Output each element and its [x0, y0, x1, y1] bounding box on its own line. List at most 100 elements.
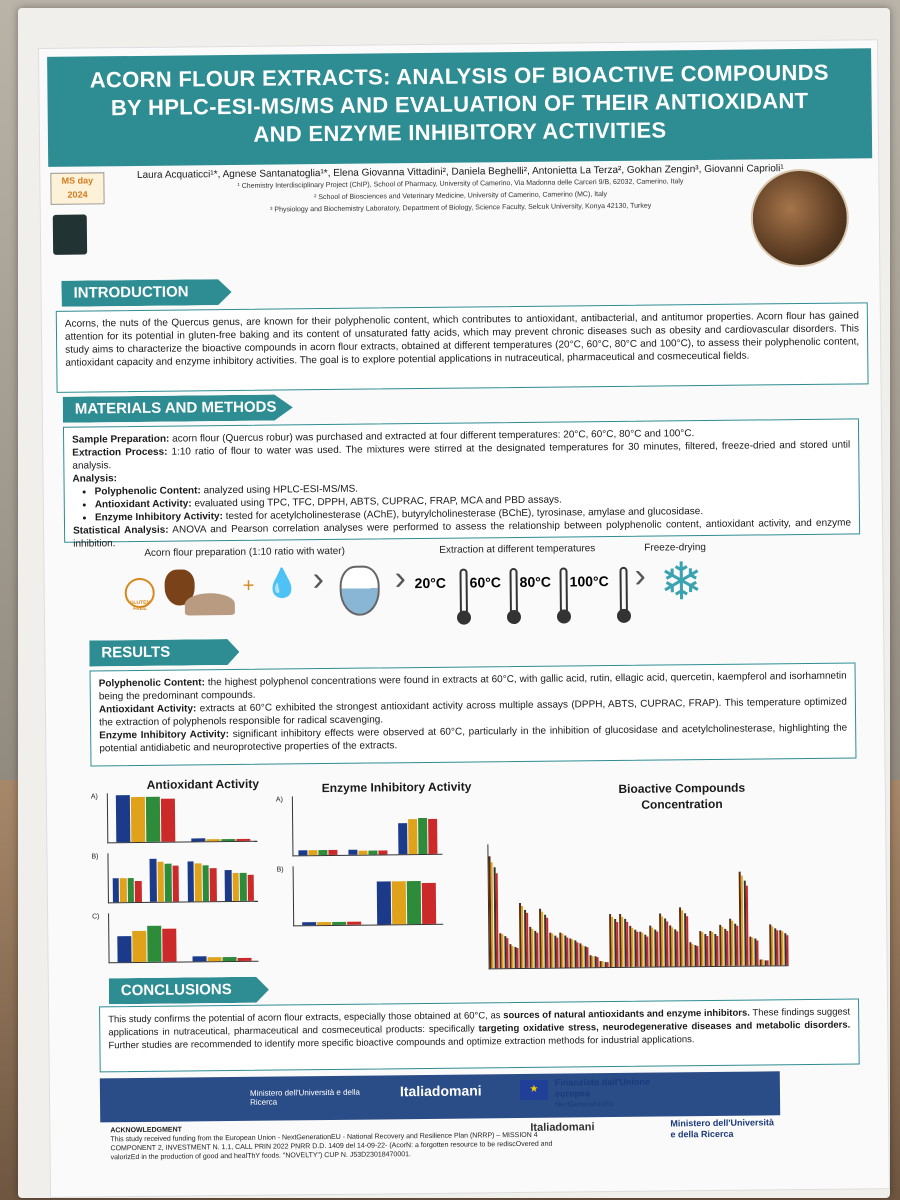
panel-label: A) — [90, 793, 98, 801]
ack-heading: ACKNOWLEDGMENT — [110, 1126, 182, 1135]
ack-text: This study received funding from the Eur… — [110, 1131, 553, 1162]
bar — [202, 865, 210, 902]
bar — [495, 872, 499, 969]
bar — [525, 912, 529, 968]
bar — [209, 867, 217, 902]
stat-label: Statistical Analysis: — [73, 524, 169, 537]
antioxidant-chart-title: Antioxidant Activity — [146, 776, 260, 792]
bar — [368, 850, 378, 855]
bar — [160, 798, 175, 842]
gluten-label: GLUTEN FREE — [129, 599, 151, 613]
analysis-label: Analysis: — [72, 473, 118, 485]
italiadomani-logo: Italiadomani — [530, 1121, 595, 1134]
conclusions-bold-b: targeting oxidative stress, neurodegener… — [478, 1019, 851, 1035]
bar — [301, 921, 316, 926]
bar — [665, 921, 669, 967]
bar — [205, 838, 220, 842]
poly-text: analyzed using HPLC-ESI-MS/MS. — [203, 483, 359, 497]
bar — [545, 917, 549, 968]
bar — [615, 921, 619, 967]
poly-label: Polyphenolic Content: — [94, 485, 201, 498]
bioactive-chart-title: Bioactive Compounds Concentration — [618, 780, 746, 812]
bar — [418, 817, 428, 855]
panel-label: B) — [276, 866, 284, 874]
thermometer-icon — [559, 567, 568, 616]
bar — [685, 916, 689, 967]
bar — [406, 881, 421, 925]
bar — [222, 957, 237, 962]
introduction-heading: INTRODUCTION — [61, 279, 231, 307]
bar — [247, 874, 255, 901]
gluten-free-icon: GLUTEN FREE — [124, 577, 155, 612]
bar — [391, 881, 406, 925]
bar — [145, 796, 160, 842]
bar — [298, 850, 308, 856]
results-heading: RESULTS — [89, 639, 239, 667]
bar — [556, 937, 559, 968]
bar — [566, 937, 569, 968]
plus-icon: + — [242, 574, 255, 597]
chevron-right-icon: › — [634, 556, 647, 595]
title-band: ACORN FLOUR EXTRACTS: ANALYSIS OF BIOACT… — [47, 48, 873, 167]
bar — [237, 957, 252, 961]
bar — [164, 863, 172, 902]
band-italiadomani: Italiadomani — [399, 1082, 482, 1100]
enzyme-panel — [291, 794, 443, 857]
bioactive-panel — [487, 841, 789, 970]
bar — [127, 878, 135, 903]
water-drops-icon: 💧 — [264, 567, 300, 599]
enz-label: Enzyme Inhibitory Activity: — [94, 511, 223, 524]
thermometer-icon — [459, 568, 468, 617]
eu-flag-icon: ★ — [519, 1079, 549, 1101]
bar — [328, 850, 338, 856]
res-poly-label: Polyphenolic Content: — [98, 677, 205, 690]
eu-funding-sub: NextGenerationEU — [555, 1101, 614, 1109]
bar — [646, 936, 649, 967]
bar — [115, 794, 130, 843]
res-enz-label: Enzyme Inhibitory Activity: — [99, 729, 230, 742]
bar — [376, 881, 391, 925]
antioxidant-panel — [107, 851, 258, 904]
bar — [428, 818, 438, 854]
conclusions-heading: CONCLUSIONS — [109, 977, 269, 1005]
bar — [146, 926, 162, 962]
bar — [358, 850, 368, 855]
panel-label: B) — [91, 853, 99, 861]
bar — [736, 925, 739, 966]
bar — [224, 870, 232, 902]
charts-area — [39, 40, 877, 49]
flask-icon — [339, 565, 380, 616]
introduction-text: Acorns, the nuts of the Quercus genus, a… — [64, 310, 860, 369]
bar — [378, 850, 388, 855]
bar — [190, 838, 205, 842]
bar — [745, 885, 749, 966]
methods-heading: MATERIALS AND METHODS — [63, 394, 293, 422]
bar — [636, 931, 639, 967]
author-list: Laura Acquaticci¹*, Agnese Santanatoglia… — [100, 163, 820, 218]
bar — [408, 818, 418, 855]
enzyme-chart-title: Enzyme Inhibitory Activity — [321, 779, 472, 796]
conclusions-bold-a: sources of natural antioxidants and enzy… — [503, 1007, 750, 1022]
bar — [576, 942, 579, 968]
bar — [506, 938, 509, 969]
acknowledgment: ACKNOWLEDGMENT This study received fundi… — [110, 1121, 570, 1162]
bar — [134, 880, 142, 903]
bar — [676, 931, 679, 967]
bar — [187, 861, 195, 902]
bar — [596, 957, 599, 968]
conclusions-box: This study confirms the potential of aco… — [99, 998, 860, 1073]
bar — [119, 878, 127, 903]
antioxidant-panel — [108, 911, 259, 964]
chevron-right-icon: › — [394, 559, 407, 598]
bar — [421, 882, 436, 925]
bar — [346, 921, 361, 925]
temp-20: 20°C — [414, 574, 446, 592]
prep-label: Acorn flour preparation (1:10 ratio with… — [144, 545, 346, 559]
snowflake-icon: ❄ — [659, 553, 704, 612]
temp-100: 100°C — [569, 573, 609, 590]
bar — [157, 861, 165, 902]
bar — [625, 921, 629, 967]
bar — [192, 956, 207, 962]
bar — [112, 878, 120, 903]
eu-funding-title: Finanziato dall'Unione europea — [554, 1076, 651, 1099]
